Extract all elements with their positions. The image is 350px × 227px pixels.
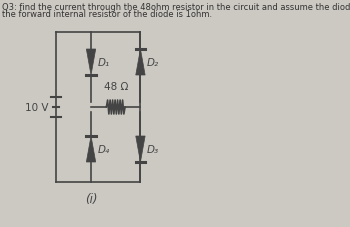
Text: Q3: find the current through the 48ohm resistor in the circuit and assume the di: Q3: find the current through the 48ohm r… — [1, 3, 350, 12]
Text: D₂: D₂ — [147, 58, 159, 68]
Text: 48 Ω: 48 Ω — [104, 82, 128, 92]
Text: the forward internal resistor of the diode is 1ohm.: the forward internal resistor of the dio… — [1, 10, 212, 19]
Text: 10 V: 10 V — [26, 103, 49, 113]
Text: D₃: D₃ — [147, 144, 159, 154]
Text: D₄: D₄ — [97, 144, 110, 154]
Polygon shape — [136, 136, 145, 162]
Polygon shape — [86, 50, 96, 76]
Text: D₁: D₁ — [97, 58, 110, 68]
Polygon shape — [136, 50, 145, 76]
Text: (i): (i) — [85, 192, 97, 205]
Polygon shape — [86, 136, 96, 162]
